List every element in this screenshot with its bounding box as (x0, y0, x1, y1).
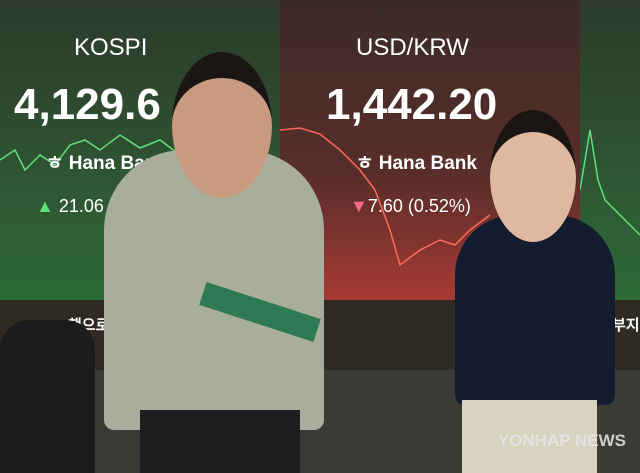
man-head (172, 52, 272, 198)
ticker-right: 부지 (612, 317, 640, 334)
woman-body (455, 215, 615, 405)
usdkrw-chart-line (280, 127, 491, 267)
kospi-change: ▲ 21.06 ( (36, 196, 115, 216)
hana-logo-icon: ㅎ (46, 153, 69, 174)
chair (0, 320, 95, 473)
usdkrw-change: ▼7.60 (0.52%) (350, 196, 471, 216)
down-triangle-icon: ▼ (350, 196, 368, 216)
man-legs (140, 410, 300, 473)
kospi-label: KOSPI (74, 34, 148, 61)
hana-logo-icon: ㅎ (356, 153, 379, 174)
usdkrw-label: USD/KRW (356, 34, 469, 61)
usdkrw-value: 1,442.20 (326, 80, 498, 129)
right-chart-line (580, 129, 640, 236)
kospi-value: 4,129.6 (14, 80, 161, 129)
woman-skirt (462, 400, 597, 473)
kospi-chart-line (0, 134, 200, 172)
up-triangle-icon: ▲ (36, 196, 54, 216)
watermark: YONHAP NEWS (497, 431, 626, 450)
woman-head (490, 110, 576, 242)
usdkrw-bank: ㅎ Hana Bank (356, 153, 477, 174)
